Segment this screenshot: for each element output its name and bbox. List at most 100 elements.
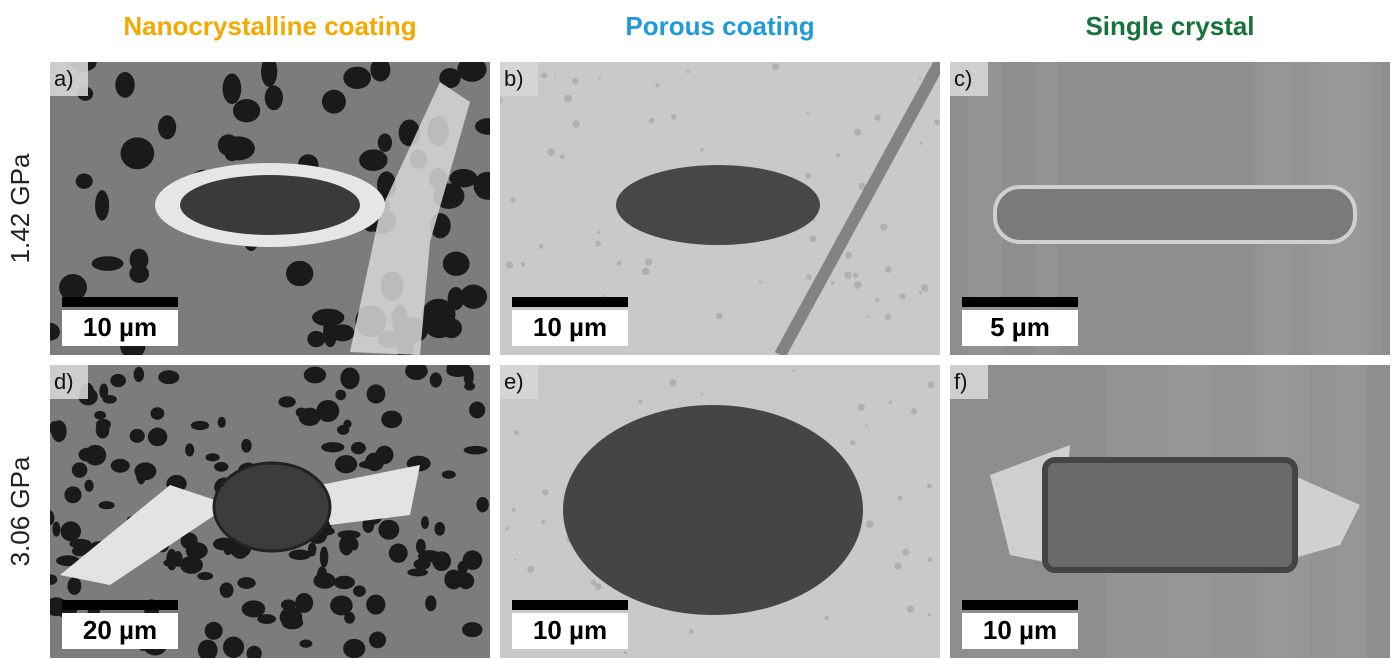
scale-bar <box>512 600 628 610</box>
wear-track <box>1045 460 1295 570</box>
dark-spot <box>46 511 55 526</box>
grain <box>874 115 880 121</box>
dark-spot <box>307 331 325 347</box>
grain <box>810 235 817 242</box>
grain <box>911 408 917 414</box>
scale-bar <box>962 297 1078 307</box>
grain <box>866 424 868 426</box>
dark-spot <box>110 374 126 387</box>
figure: Nanocrystalline coatingPorous coatingSin… <box>0 0 1392 659</box>
grain <box>902 549 909 556</box>
dark-spot <box>59 274 87 301</box>
dark-spot <box>359 149 388 171</box>
dark-spot <box>150 407 164 420</box>
grain <box>512 508 516 512</box>
dark-spot <box>369 632 386 649</box>
grain <box>560 154 565 159</box>
dark-spot <box>52 521 60 536</box>
dark-spot <box>92 256 124 271</box>
dark-spot <box>158 115 176 139</box>
sem-image: c)5 µm <box>950 62 1390 355</box>
grain <box>880 223 887 230</box>
dark-spot <box>218 417 226 428</box>
dark-spot <box>205 453 219 461</box>
grain <box>934 119 940 125</box>
dark-spot <box>99 501 115 509</box>
dark-spot <box>308 543 317 557</box>
dark-spot <box>111 459 130 473</box>
grain <box>554 76 556 78</box>
wear-scar <box>616 165 820 245</box>
dark-spot <box>76 173 93 188</box>
dark-spot <box>69 539 91 549</box>
dark-spot <box>134 367 144 382</box>
scale-label: 20 µm <box>83 615 157 645</box>
dark-spot <box>343 639 365 658</box>
dark-spot <box>79 448 97 462</box>
grain <box>603 295 606 298</box>
dark-spot <box>205 622 223 640</box>
dark-spot <box>389 544 408 563</box>
grain <box>919 77 921 79</box>
panel-label: f) <box>954 369 967 394</box>
dark-spot <box>434 522 445 536</box>
dark-spot <box>43 574 57 585</box>
grain <box>510 197 515 202</box>
grain <box>506 261 513 268</box>
grain <box>642 268 650 276</box>
grain <box>867 316 869 318</box>
grain <box>919 291 922 294</box>
grain <box>624 651 627 654</box>
dark-spot <box>223 73 242 104</box>
grain <box>759 281 762 284</box>
dark-spot <box>197 572 213 580</box>
grain <box>921 284 929 292</box>
dark-spot <box>430 373 442 388</box>
dark-spot <box>449 169 477 188</box>
grain <box>907 605 914 612</box>
dark-spot <box>365 453 384 472</box>
dark-spot <box>289 550 311 561</box>
panel-label: d) <box>54 369 74 394</box>
scale-bar <box>512 297 628 307</box>
dark-spot <box>102 395 116 404</box>
dark-spot <box>237 577 255 589</box>
dark-spot <box>476 497 488 512</box>
grain <box>928 381 935 388</box>
dark-spot <box>280 607 303 628</box>
dark-spot <box>370 58 390 82</box>
dark-spot <box>475 118 502 135</box>
dark-spot <box>223 637 244 658</box>
dark-spot <box>130 429 145 443</box>
dark-spot <box>339 535 354 555</box>
sem-image: d) 20 µm <box>43 360 490 659</box>
dark-spot <box>214 462 228 472</box>
grain <box>806 274 812 280</box>
dark-spot <box>464 446 488 455</box>
scale-bar <box>962 600 1078 610</box>
grain <box>900 294 906 300</box>
grain <box>824 616 828 620</box>
sem-image: b)10 µm <box>498 62 940 355</box>
dark-spot <box>51 420 66 442</box>
dark-spot <box>381 411 402 429</box>
wear-scar <box>563 405 863 615</box>
dark-spot <box>317 566 328 586</box>
scale-label: 10 µm <box>533 615 607 645</box>
grain <box>514 430 519 435</box>
grain <box>514 559 516 561</box>
grain <box>889 401 892 404</box>
grain <box>595 241 601 247</box>
dark-spot <box>265 85 283 110</box>
dark-spot <box>444 570 463 590</box>
grain <box>649 118 655 124</box>
dark-spot <box>121 137 155 169</box>
dark-spot <box>286 261 313 286</box>
panel-label: c) <box>954 66 972 91</box>
dark-spot <box>61 521 81 541</box>
grain <box>850 440 855 445</box>
dark-spot <box>225 147 239 161</box>
grain <box>700 393 702 395</box>
dark-spot <box>96 421 110 438</box>
grain <box>845 252 852 259</box>
